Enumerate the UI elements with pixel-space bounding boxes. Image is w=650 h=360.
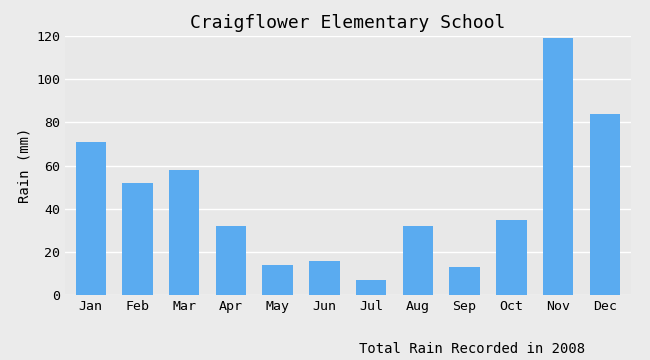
- Bar: [402, 226, 433, 295]
- Bar: [356, 280, 386, 295]
- Bar: [496, 220, 526, 295]
- Bar: [122, 183, 153, 295]
- Bar: [309, 261, 339, 295]
- X-axis label: Total Rain Recorded in 2008: Total Rain Recorded in 2008: [359, 342, 585, 356]
- Bar: [590, 114, 620, 295]
- Bar: [75, 142, 106, 295]
- Bar: [169, 170, 200, 295]
- Title: Craigflower Elementary School: Craigflower Elementary School: [190, 14, 506, 32]
- Bar: [216, 226, 246, 295]
- Y-axis label: Rain (mm): Rain (mm): [18, 128, 32, 203]
- Bar: [263, 265, 293, 295]
- Bar: [543, 38, 573, 295]
- Bar: [449, 267, 480, 295]
